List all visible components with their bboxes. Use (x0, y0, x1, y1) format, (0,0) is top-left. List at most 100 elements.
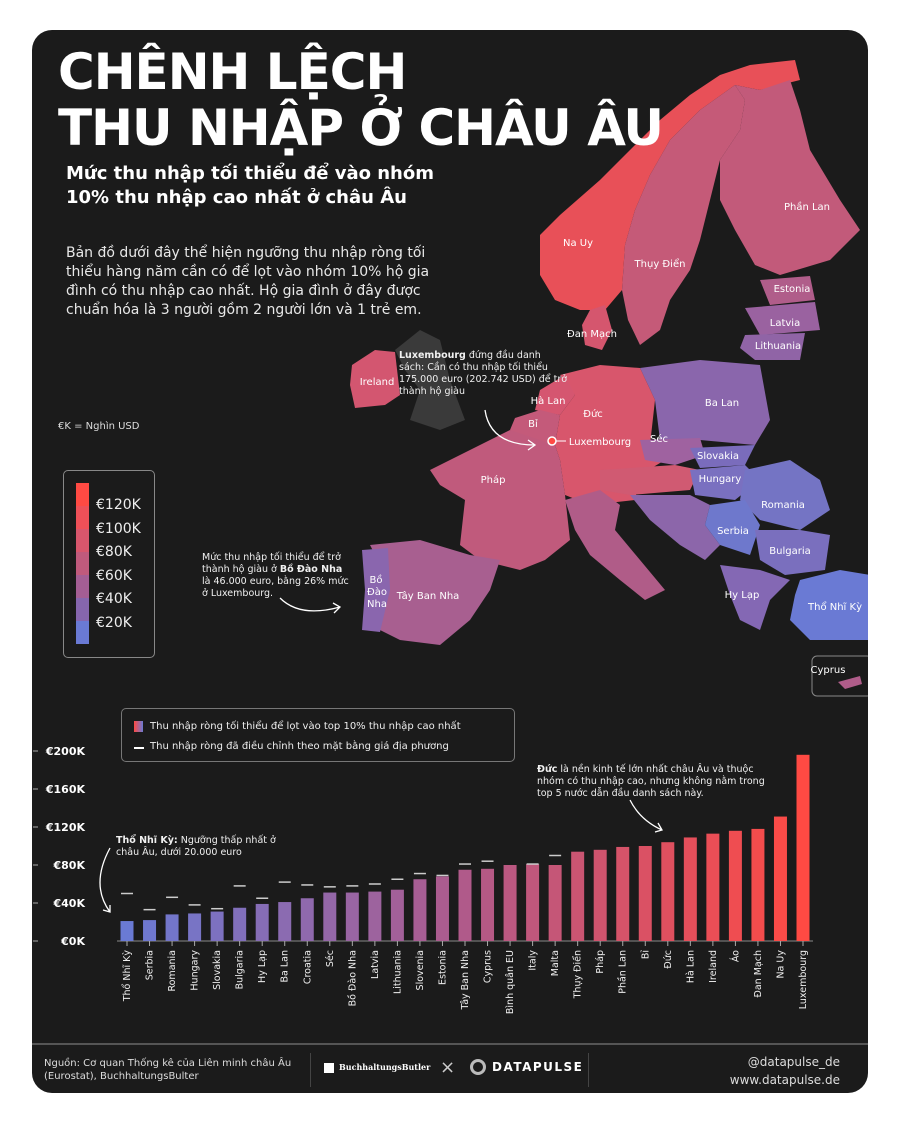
bar-Đức (661, 842, 675, 941)
website-link[interactable]: www.datapulse.de (729, 1073, 840, 1087)
x-tick-label: Ireland (708, 950, 719, 983)
datapulse-logo: DATAPULSE (492, 1060, 584, 1074)
x-tick-label: Cyprus (483, 950, 494, 983)
bar-Hy Lạp (255, 903, 269, 941)
legend-swatch (76, 529, 89, 552)
y-tick-label: €120K (45, 821, 86, 834)
bar-Latvia (368, 891, 382, 941)
label-poland: Ba Lan (705, 398, 739, 409)
legend-swatch (76, 483, 89, 506)
x-tick-label: Italy (528, 950, 539, 971)
x-tick-label: Đan Mạch (753, 950, 764, 998)
x-tick-label: Phần Lan (618, 950, 629, 994)
bar-Ireland (706, 833, 720, 941)
buchhaltungsbutler-logo-icon (324, 1063, 334, 1073)
x-tick-label: Lithuania (392, 950, 403, 994)
legend-label: €120K (96, 497, 141, 513)
label-bulgaria: Bulgaria (769, 546, 810, 557)
label-estonia: Estonia (774, 284, 811, 295)
x-tick-label: Croatia (302, 950, 313, 984)
map-ireland (350, 350, 400, 408)
map-italy (565, 490, 665, 600)
map-czech (640, 438, 705, 465)
intro-text: Bản đồ dưới đây thể hiện ngưỡng thu nhập… (66, 245, 430, 318)
label-czech: Séc (650, 433, 668, 445)
map-portugal (362, 548, 390, 632)
x-tick-label: Pháp (595, 950, 606, 974)
x-tick-label: Séc (325, 950, 336, 967)
label-belgium: Bỉ (528, 418, 538, 430)
map-color-legend: €120K €100K €80K €60K €40K €20K (63, 470, 155, 658)
x-tick-label: Romania (167, 950, 178, 992)
map-greece (720, 565, 790, 630)
bar-chart: €0K €40K €80K €120K €160K €200K Thổ Nhĩ Kỳ Serb… (33, 745, 813, 1014)
bar-Romania (165, 914, 179, 941)
unit-note: €K = Nghìn USD (58, 421, 140, 432)
map-spain (370, 540, 500, 645)
x-tick-label: Tây Ban Nha (460, 950, 471, 1011)
map-austria (600, 465, 700, 495)
bar-Na Uy (773, 816, 787, 941)
germany-note-bold: Đức (537, 764, 558, 775)
label-denmark: Đan Mạch (567, 329, 617, 340)
bar-Pháp (593, 849, 607, 941)
bar-Hungary (188, 913, 202, 941)
legend-label: €80K (96, 544, 132, 560)
label-spain: Tây Ban Nha (396, 590, 460, 602)
lux-note-bold: Luxembourg (399, 350, 466, 361)
bar-Thụy Điển (571, 851, 585, 941)
map-balkans (630, 495, 720, 560)
map-turkey (790, 570, 868, 640)
legend-label: €100K (96, 521, 141, 537)
x-tick-label: Áo (729, 950, 741, 962)
bar-Lithuania (390, 889, 404, 941)
bar-Thổ Nhĩ Kỳ (120, 921, 134, 941)
label-portugal-2: Đào (367, 586, 387, 598)
x-tick-label: Estonia (437, 950, 448, 985)
bar-Estonia (435, 876, 449, 941)
bar-Malta (548, 865, 562, 941)
map-estonia (760, 276, 815, 305)
map-romania (740, 460, 830, 530)
bar-Áo (728, 830, 742, 941)
label-norway: Na Uy (563, 238, 593, 249)
x-tick-label: Latvia (370, 950, 381, 979)
label-finland: Phần Lan (784, 201, 830, 213)
y-tick-label: €160K (45, 783, 86, 796)
x-tick-label: Hungary (190, 950, 201, 991)
pt-note-text-2: là 46.000 euro, bằng 26% mức ở Luxembour… (202, 576, 349, 599)
label-lithuania: Lithuania (755, 341, 801, 352)
bar-Serbia (143, 920, 157, 941)
bar-Bỉ (638, 846, 652, 941)
y-tick-label: €0K (60, 935, 85, 948)
x-tick-label: Thụy Điển (573, 950, 584, 999)
turkey-note-text: Ngưỡng thấp nhất ở châu Âu, dưới 20.000 … (116, 835, 276, 858)
bar-Hà Lan (683, 837, 697, 941)
bar-Slovenia (413, 879, 427, 941)
label-romania: Romania (761, 500, 805, 511)
map-uk (395, 330, 465, 430)
label-slovakia: Slovakia (697, 451, 739, 462)
map-finland (720, 80, 860, 275)
bar-Ba Lan (278, 902, 292, 941)
map-poland (640, 360, 770, 445)
collab-x: × (440, 1057, 456, 1078)
datapulse-logo-icon (470, 1059, 486, 1075)
page-title: CHÊNH LỆCH THU NHẬP Ở CHÂU ÂU (58, 43, 664, 157)
x-tick-label: Thổ Nhĩ Kỳ (122, 950, 133, 1003)
y-tick-label: €40K (53, 897, 86, 910)
x-tick-label: Slovakia (212, 950, 223, 990)
bar-Cyprus (481, 868, 495, 941)
x-tick-label: Bồ Đào Nha (347, 950, 358, 1006)
x-tick-label: Serbia (145, 950, 156, 980)
germany-note-text: là nền kinh tế lớn nhất châu Âu và thuộc… (537, 764, 765, 799)
bar-Slovakia (210, 911, 224, 941)
label-turkey: Thổ Nhĩ Kỳ (807, 600, 862, 613)
label-hungary: Hungary (699, 474, 742, 485)
social-handle[interactable]: @datapulse_de (747, 1055, 840, 1069)
x-tick-label: Hà Lan (685, 950, 696, 983)
source-text: Nguồn: Cơ quan Thống kê của Liên minh ch… (44, 1058, 292, 1082)
divider (588, 1053, 589, 1087)
footer: Nguồn: Cơ quan Thống kê của Liên minh ch… (32, 1043, 868, 1093)
legend-label: €60K (96, 568, 132, 584)
